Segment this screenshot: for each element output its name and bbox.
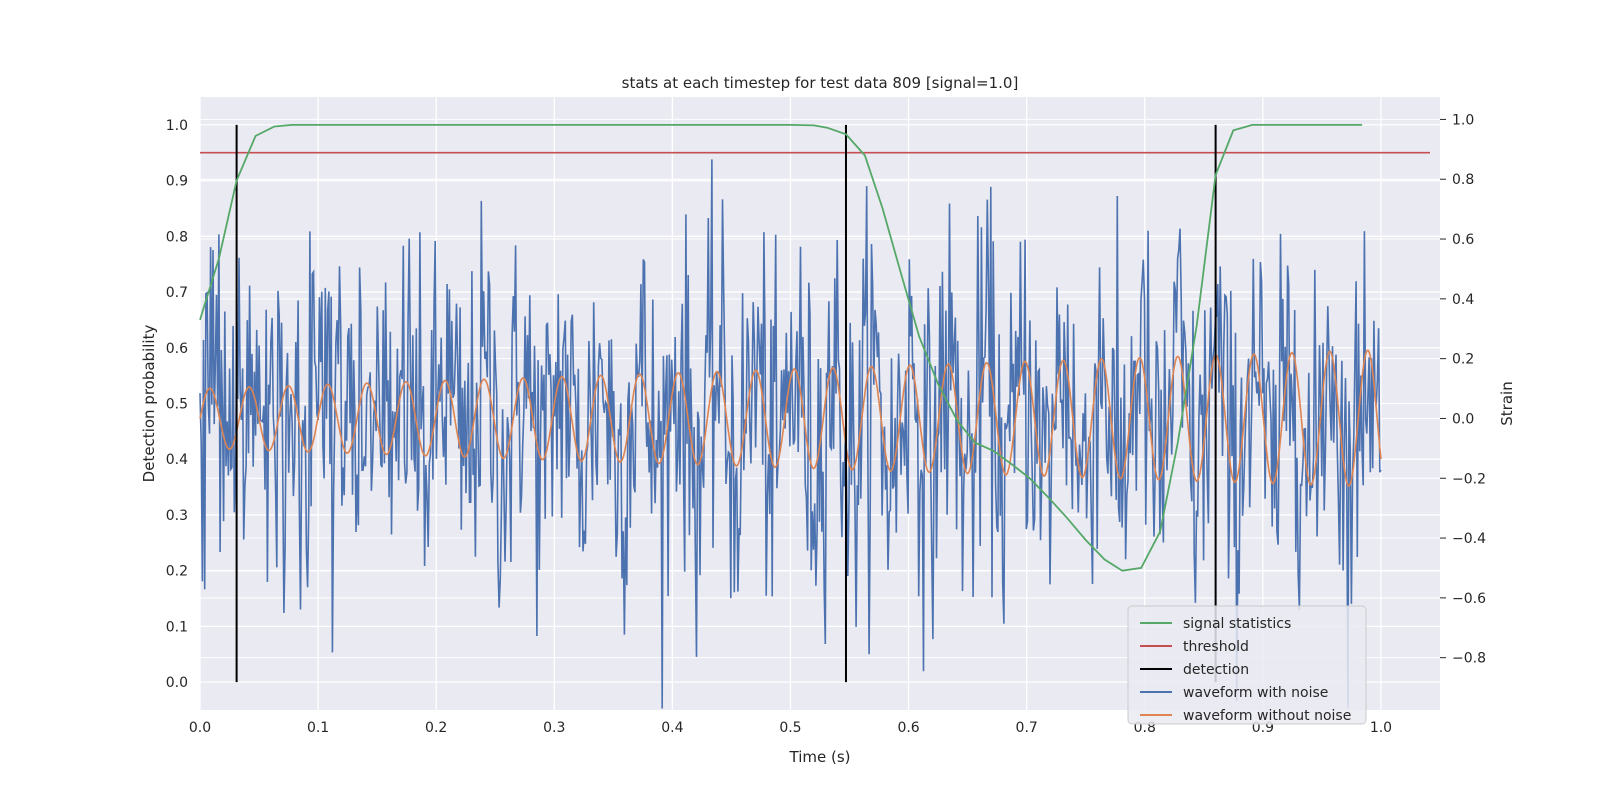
y-right-tick-label: −0.8	[1452, 651, 1486, 667]
y-right-tick-label: −0.2	[1452, 471, 1486, 487]
legend: signal statistics threshold detection wavef…	[1127, 605, 1367, 725]
y-right-tick-label: 0.4	[1452, 292, 1474, 308]
y-right-tick-label: 0.2	[1452, 352, 1474, 368]
legend-label: threshold	[1183, 639, 1249, 655]
y-right-tick-label: 0.6	[1452, 232, 1474, 248]
x-tick-label: 0.3	[543, 720, 565, 736]
y-right-tick-label: −0.6	[1452, 591, 1486, 607]
y-right-tick-label: 1.0	[1452, 112, 1474, 128]
legend-box	[1127, 605, 1367, 725]
y-tick-label: 0.2	[166, 564, 188, 580]
legend-label: waveform without noise	[1183, 708, 1351, 724]
series-layer	[199, 124, 1430, 709]
y-right-tick-label: −0.4	[1452, 531, 1486, 547]
y-right-tick-label: 0.0	[1452, 411, 1474, 427]
x-tick-label: 1.0	[1370, 720, 1392, 736]
x-axis-label: Time (s)	[789, 748, 851, 766]
y-tick-label: 0.8	[166, 229, 188, 245]
legend-label: signal statistics	[1183, 616, 1291, 632]
x-tick-label: 0.1	[307, 720, 329, 736]
x-tick-label: 0.2	[425, 720, 447, 736]
y-tick-label: 0.7	[166, 285, 188, 301]
y-tick-label: 0.0	[166, 675, 188, 691]
legend-label: detection	[1183, 662, 1249, 678]
y-tick-label: 0.5	[166, 397, 188, 413]
y-axis-right-label: Strain	[1498, 381, 1516, 425]
y-tick-label: 0.6	[166, 341, 188, 357]
legend-label: waveform with noise	[1183, 685, 1328, 701]
x-tick-label: 0.5	[779, 720, 801, 736]
axes-layer: 0.0 0.1 0.2 0.3 0.4 0.5 0.6 0.7 0.8 0.9 1.0 0.0 0.1 0…	[166, 112, 1486, 736]
y-tick-label: 0.4	[166, 452, 188, 468]
y-axis-label: Detection probability	[140, 325, 158, 483]
y-tick-label: 0.9	[166, 174, 188, 190]
y-tick-label: 0.3	[166, 508, 188, 524]
y-tick-label: 0.1	[166, 619, 188, 635]
y-tick-label: 1.0	[166, 118, 188, 134]
x-tick-label: 0.0	[189, 720, 211, 736]
x-tick-label: 0.4	[661, 720, 683, 736]
series-signal-statistics	[199, 124, 1363, 572]
series-waveform-without-noise	[199, 349, 1382, 488]
x-tick-label: 0.6	[897, 720, 919, 736]
y-right-tick-label: 0.8	[1452, 172, 1474, 188]
x-tick-label: 0.7	[1016, 720, 1038, 736]
chart-title: stats at each timestep for test data 809…	[622, 74, 1019, 92]
